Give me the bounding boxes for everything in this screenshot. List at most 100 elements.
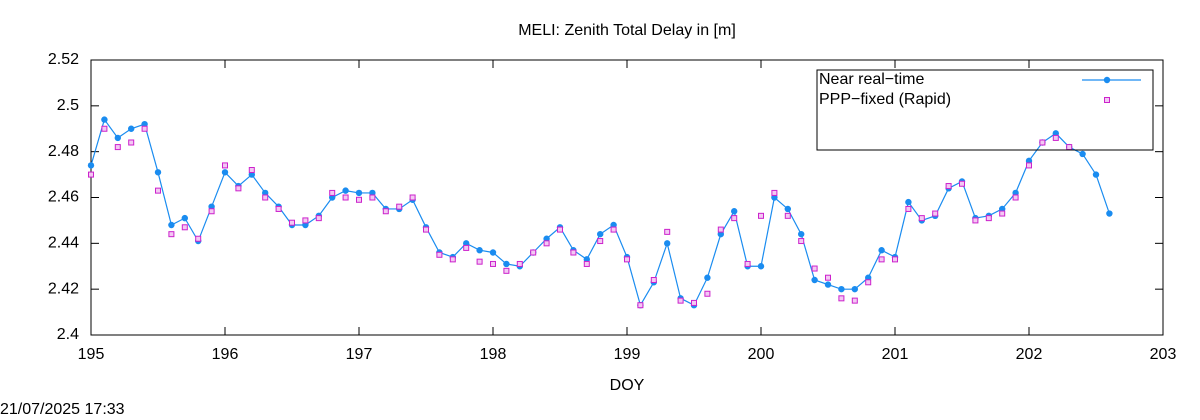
data-point <box>905 198 912 206</box>
x-tick-label: 201 <box>882 346 909 363</box>
data-point <box>717 226 724 233</box>
data-point <box>356 196 362 203</box>
data-point <box>865 279 872 286</box>
y-tick-label: 2.46 <box>48 189 79 206</box>
data-point <box>597 230 604 238</box>
x-tick-label: 200 <box>748 346 775 363</box>
data-point <box>851 285 858 293</box>
data-point <box>302 217 309 224</box>
data-point <box>490 260 496 267</box>
data-point <box>101 116 108 123</box>
data-point <box>396 203 403 210</box>
data-point <box>543 240 550 247</box>
data-point <box>155 187 161 194</box>
x-tick-label: 198 <box>480 346 507 363</box>
data-point <box>704 290 711 297</box>
data-point <box>597 238 604 245</box>
data-point <box>503 260 510 268</box>
data-point <box>235 185 242 192</box>
data-point <box>355 189 363 197</box>
data-point <box>811 265 818 272</box>
data-point <box>784 205 791 213</box>
data-point <box>88 171 94 178</box>
data-point <box>489 249 497 256</box>
legend-label: PPP−fixed (Rapid) <box>819 91 951 108</box>
data-point <box>128 125 135 132</box>
data-point <box>114 144 121 151</box>
data-point <box>275 205 282 212</box>
data-point <box>262 194 269 201</box>
data-point <box>342 194 349 201</box>
x-tick-label: 195 <box>78 346 105 363</box>
data-point <box>918 215 925 222</box>
data-point <box>168 221 175 229</box>
data-point <box>664 228 671 235</box>
data-point <box>932 210 939 217</box>
data-point <box>744 260 751 267</box>
data-point <box>985 215 992 222</box>
x-axis-label: DOY <box>610 377 645 394</box>
data-point <box>181 224 188 231</box>
x-tick-label: 202 <box>1016 346 1043 363</box>
data-point <box>128 139 135 146</box>
data-point <box>664 240 671 247</box>
data-point <box>838 285 845 293</box>
data-point <box>503 267 510 274</box>
data-point <box>798 230 805 238</box>
data-point <box>1026 162 1032 169</box>
data-point <box>731 215 738 222</box>
chart-title: MELI: Zenith Total Delay in [m] <box>518 22 736 39</box>
data-point <box>851 297 858 304</box>
data-point <box>476 247 483 254</box>
y-tick-label: 2.48 <box>48 143 79 160</box>
data-point <box>409 194 416 201</box>
data-point <box>423 226 429 233</box>
data-point <box>1079 150 1086 158</box>
data-point <box>892 256 898 263</box>
data-point <box>195 235 202 242</box>
data-point <box>221 169 229 176</box>
y-tick-label: 2.44 <box>48 235 79 252</box>
data-point <box>101 125 108 132</box>
x-tick-label: 203 <box>1150 346 1177 363</box>
data-point <box>516 260 523 267</box>
data-point <box>650 277 657 283</box>
legend-label: Near real−time <box>819 71 924 88</box>
data-point <box>972 217 979 224</box>
data-point <box>583 260 590 267</box>
data-point <box>637 302 644 309</box>
data-point <box>798 238 805 245</box>
data-point <box>87 162 95 169</box>
data-point <box>784 212 791 219</box>
data-point <box>557 226 563 233</box>
data-point <box>757 263 765 270</box>
data-point <box>905 205 912 212</box>
data-point <box>289 219 295 226</box>
data-point <box>704 274 711 281</box>
data-point <box>476 258 483 265</box>
data-point <box>878 247 885 254</box>
data-point <box>248 167 255 173</box>
data-point <box>463 244 470 251</box>
data-point <box>1012 194 1019 201</box>
y-tick-label: 2.4 <box>57 326 79 343</box>
data-point <box>342 187 349 194</box>
data-point <box>824 281 832 288</box>
series-line <box>90 118 1110 307</box>
data-point <box>825 274 831 281</box>
data-point <box>838 295 845 302</box>
data-point <box>1039 139 1046 146</box>
data-point <box>610 226 617 233</box>
data-point <box>1106 210 1113 217</box>
data-point <box>315 215 322 222</box>
data-point <box>436 251 443 258</box>
data-point <box>114 134 122 142</box>
x-tick-label: 196 <box>212 346 239 363</box>
data-point <box>691 299 697 306</box>
data-point <box>959 180 965 187</box>
timestamp: 21/07/2025 17:33 <box>0 401 125 418</box>
data-point <box>449 256 456 263</box>
data-point <box>530 249 537 256</box>
data-point <box>181 214 188 222</box>
